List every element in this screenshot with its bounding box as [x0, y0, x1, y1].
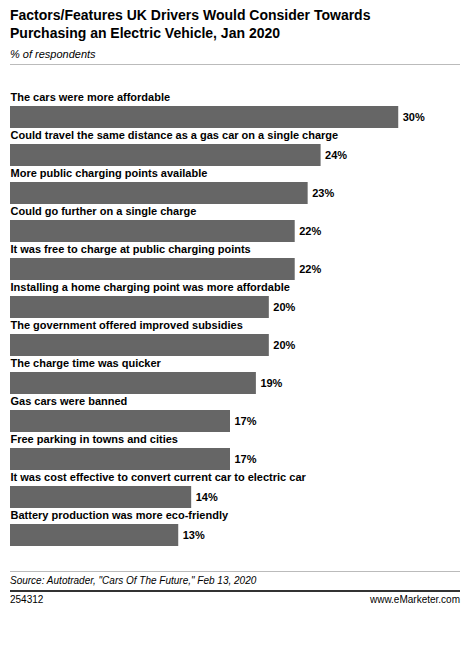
svg-text:Could go further on a single c: Could go further on a single charge [11, 205, 197, 217]
svg-text:20%: 20% [273, 301, 295, 313]
svg-text:17%: 17% [235, 415, 257, 427]
svg-text:The charge time was quicker: The charge time was quicker [11, 357, 162, 369]
html-text:Factors/Features UK Drivers Wo: Factors/Features UK Drivers Would Consid… [10, 7, 371, 41]
svg-text:22%: 22% [299, 225, 321, 237]
svg-text:Gas cars were banned: Gas cars were banned [11, 395, 128, 407]
html-text:% of respondents: % of respondents [10, 48, 96, 60]
svg-text:30%: 30% [403, 111, 425, 123]
svg-text:20%: 20% [273, 339, 295, 351]
html-text:Source: Autotrader, "Cars Of T: Source: Autotrader, "Cars Of The Future,… [10, 575, 257, 586]
svg-text:14%: 14% [196, 491, 218, 503]
svg-text:It was cost effective to conve: It was cost effective to convert current… [11, 471, 307, 483]
svg-text:The cars were more affordable: The cars were more affordable [11, 91, 171, 103]
svg-text:23%: 23% [312, 187, 334, 199]
svg-text:The government offered improve: The government offered improved subsidie… [11, 319, 243, 331]
svg-text:More public charging points av: More public charging points available [11, 167, 208, 179]
svg-text:19%: 19% [260, 377, 282, 389]
svg-text:Battery production was more ec: Battery production was more eco-friendly [11, 509, 229, 521]
svg-text:Could travel the same distance: Could travel the same distance as a gas … [11, 129, 339, 141]
html-text:254312: 254312 [10, 594, 44, 605]
svg-text:24%: 24% [325, 149, 347, 161]
svg-text:Installing a home charging poi: Installing a home charging point was mor… [11, 281, 290, 293]
svg-text:22%: 22% [299, 263, 321, 275]
html-text:www.eMarketer.com: www.eMarketer.com [370, 594, 460, 605]
svg-text:17%: 17% [235, 453, 257, 465]
svg-text:Free parking in towns and citi: Free parking in towns and cities [11, 433, 178, 445]
svg-text:13%: 13% [183, 529, 205, 541]
svg-text:It was free to charge at publi: It was free to charge at public charging… [11, 243, 251, 255]
